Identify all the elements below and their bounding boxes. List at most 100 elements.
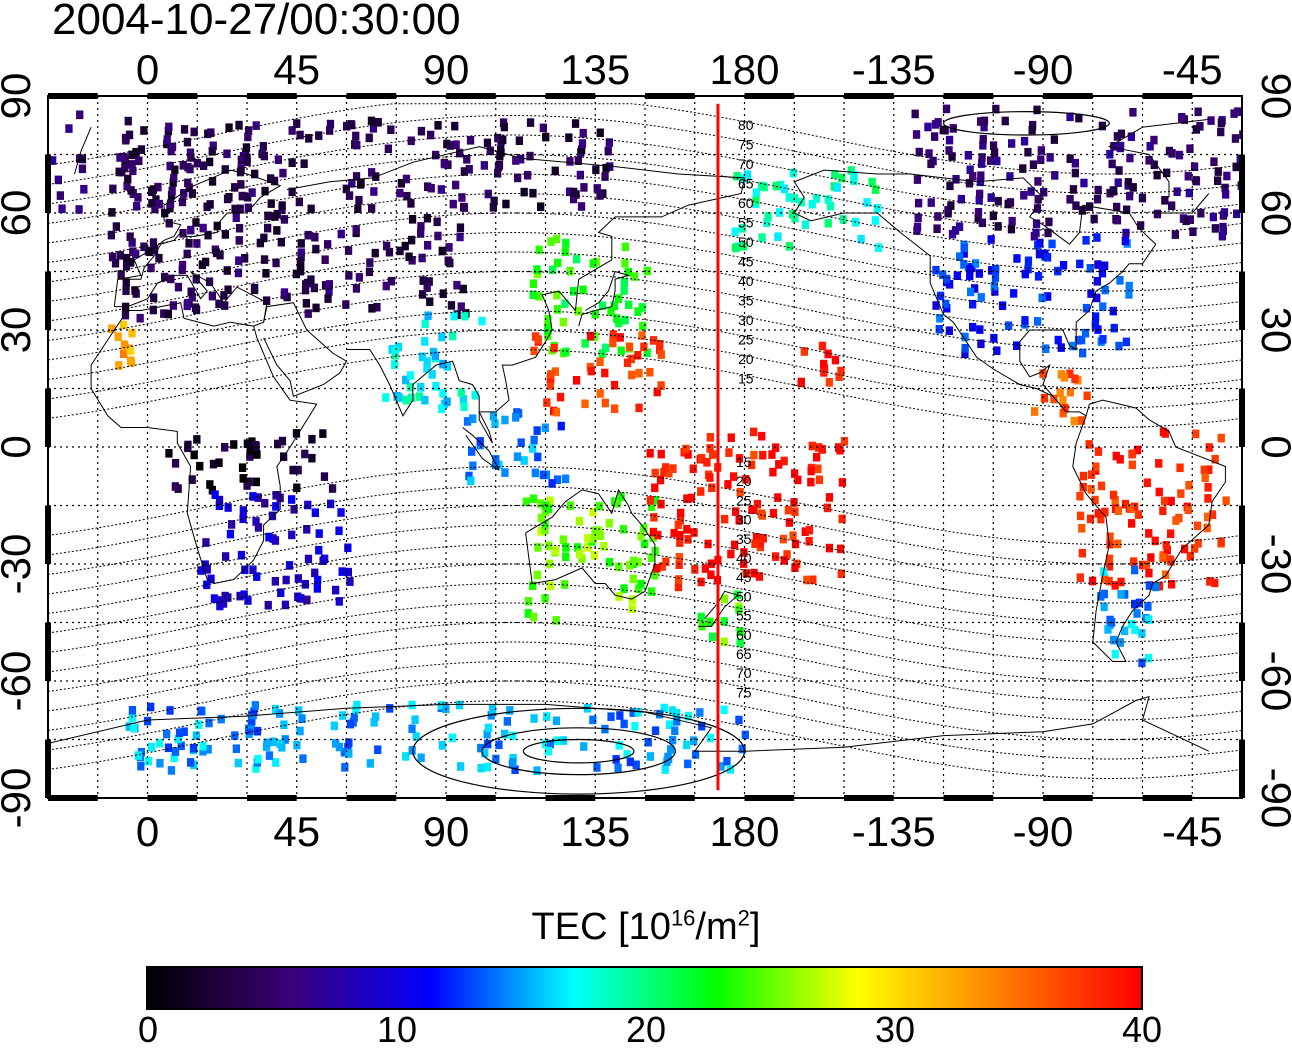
tec-cell: [552, 616, 560, 625]
tec-cell: [456, 232, 464, 242]
tec-cell: [1204, 494, 1212, 503]
tec-cell: [268, 511, 277, 521]
tec-cell: [280, 288, 289, 297]
tec-cell: [863, 198, 871, 207]
tec-cell: [260, 233, 268, 243]
tec-cell: [1134, 510, 1143, 519]
tec-cell: [500, 122, 508, 132]
tec-cell: [740, 559, 748, 568]
tec-cell: [171, 459, 180, 468]
tec-cell: [628, 604, 636, 614]
tec-cell: [1146, 142, 1154, 151]
tec-cell: [382, 393, 390, 402]
tec-cell: [576, 549, 584, 559]
tec-cell: [978, 218, 986, 228]
tec-cell: [1069, 185, 1078, 194]
tec-cell: [818, 445, 826, 454]
tec-cell: [1138, 629, 1146, 638]
tec-cell: [1204, 483, 1212, 492]
tec-cell: [620, 277, 628, 287]
tec-cell: [179, 229, 187, 238]
tec-cell: [132, 147, 140, 157]
tec-cell: [651, 496, 659, 505]
tec-cell: [595, 526, 603, 535]
tec-cell: [369, 124, 378, 133]
tec-cell: [174, 282, 183, 292]
tec-cell: [630, 556, 638, 566]
lon-tick-bottom: 135: [560, 808, 630, 855]
tec-cell: [814, 464, 822, 474]
tec-cell: [1078, 548, 1086, 558]
tec-cell: [108, 252, 117, 262]
tec-cell: [964, 151, 972, 160]
colorbar-tick: 20: [625, 1009, 667, 1050]
tec-cell: [671, 726, 679, 735]
tec-cell: [1162, 540, 1170, 550]
tec-cell: [1033, 105, 1041, 115]
coastline: [48, 695, 1210, 752]
tec-cell: [683, 494, 691, 503]
tec-cell: [281, 600, 290, 610]
tec-cell: [647, 553, 655, 562]
tec-cell: [735, 516, 743, 525]
tec-cell: [509, 731, 517, 741]
tec-cell: [638, 303, 646, 312]
tec-cell: [913, 222, 922, 232]
tec-cell: [190, 127, 198, 137]
tec-cell: [595, 501, 603, 511]
tec-cell: [717, 762, 725, 771]
tec-cell: [1128, 449, 1136, 459]
coastline: [263, 302, 348, 397]
map-timestamp: 2004-10-27/00:30:00: [52, 0, 461, 44]
tec-cell: [529, 444, 537, 453]
tec-cell: [607, 307, 615, 316]
contour-label: 20: [736, 473, 752, 489]
tec-cell: [838, 173, 846, 183]
tec-cell: [235, 223, 244, 233]
tec-cell: [448, 733, 457, 743]
tec-cell: [736, 487, 744, 497]
tec-cell: [1203, 523, 1211, 533]
tec-cell: [791, 539, 800, 549]
tec-cell: [122, 286, 130, 295]
tec-cell: [629, 708, 637, 717]
tec-cell: [459, 395, 468, 404]
tec-cell: [785, 242, 794, 251]
tec-cell: [944, 205, 952, 215]
tec-cell: [801, 527, 809, 536]
tec-cell: [544, 331, 552, 341]
tec-cell: [431, 351, 439, 360]
tec-cell: [631, 272, 639, 281]
tec-cell: [1079, 471, 1088, 481]
tec-cell: [357, 178, 365, 188]
tec-cell: [697, 612, 705, 622]
tec-cell: [800, 347, 808, 356]
tec-cell: [434, 121, 442, 130]
tec-cell: [1145, 653, 1153, 663]
tec-cell: [570, 187, 578, 197]
tec-cell: [319, 429, 327, 438]
tec-cell: [108, 324, 116, 333]
tec-cell: [559, 317, 567, 327]
tec-cell: [234, 758, 242, 768]
tec-cell: [273, 226, 281, 235]
tec-cell: [264, 600, 272, 610]
tec-cell: [1167, 496, 1175, 506]
tec-cell: [607, 712, 615, 721]
tec-cell: [282, 575, 290, 585]
contour-label: 25: [738, 332, 754, 348]
tec-cell: [1008, 216, 1016, 226]
tec-cell: [320, 472, 329, 481]
tec-cell: [789, 531, 797, 540]
frame-tick-bar: [48, 93, 98, 99]
tec-cell: [1001, 116, 1009, 126]
tec-cell: [838, 514, 846, 524]
tec-cell: [352, 225, 360, 234]
tec-cell: [427, 130, 435, 140]
tec-cell: [251, 169, 259, 179]
tec-cell: [391, 351, 399, 360]
tec-cell: [529, 188, 537, 198]
tec-cell: [235, 256, 243, 265]
tec-cell: [175, 728, 184, 737]
tec-cell: [328, 484, 337, 493]
